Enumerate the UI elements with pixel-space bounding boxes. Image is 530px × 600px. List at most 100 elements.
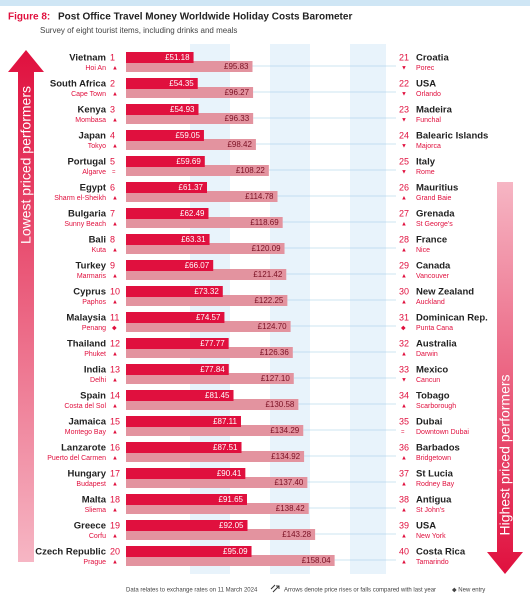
country: Dominican Rep. (416, 313, 488, 324)
country: France (416, 235, 447, 246)
bar (126, 529, 316, 540)
city: Penang (82, 325, 106, 332)
trend: ▲ (401, 196, 407, 202)
rank: 33 (399, 364, 409, 374)
country: Grenada (416, 209, 455, 220)
left-arrow (8, 50, 44, 562)
rank: 22 (399, 78, 409, 88)
value-label: £95.83 (224, 62, 249, 71)
country: South Africa (50, 79, 107, 90)
value-label: £96.27 (225, 88, 250, 97)
value-label: £127.10 (261, 374, 290, 383)
country: Vietnam (69, 53, 106, 64)
city: Montego Bay (65, 429, 107, 436)
country: Australia (416, 339, 457, 350)
city: Paphos (82, 299, 106, 306)
arrow-icon (270, 584, 280, 593)
value-label: £61.37 (179, 183, 204, 192)
trend: ▲ (112, 118, 118, 124)
footnote: Data relates to exchange rates on 11 Mar… (126, 588, 258, 594)
value-label: £62.49 (180, 209, 205, 218)
rank: 36 (399, 442, 409, 452)
rank: 29 (399, 260, 409, 270)
rank: 12 (110, 338, 120, 348)
trend: ▲ (401, 534, 407, 540)
stripes (190, 44, 386, 574)
bar (126, 494, 247, 505)
bar (126, 312, 225, 323)
city: Darwin (416, 351, 438, 358)
value-label: £130.58 (265, 400, 294, 409)
value-label: £124.70 (258, 322, 287, 331)
rank: 3 (110, 104, 115, 114)
bar (126, 208, 209, 219)
rank: 9 (110, 260, 115, 270)
country: Bali (89, 235, 106, 246)
country: Malaysia (66, 313, 106, 324)
value-label: £54.93 (170, 105, 195, 114)
city: Tamarindo (416, 559, 449, 566)
rank: 19 (110, 520, 120, 530)
trend: ▲ (401, 222, 407, 228)
city: Budapest (76, 481, 106, 488)
trend: ▼ (401, 378, 407, 384)
rank: 24 (399, 130, 409, 140)
rank: 13 (110, 364, 120, 374)
trend: ▲ (112, 352, 118, 358)
rank: 31 (399, 312, 409, 322)
value-label: £51.18 (165, 53, 190, 62)
country: New Zealand (416, 287, 474, 298)
rank: 23 (399, 104, 409, 114)
rank: 11 (110, 312, 119, 322)
bar (126, 234, 210, 245)
value-label: £73.32 (194, 287, 219, 296)
rank: 35 (399, 416, 409, 426)
bar (126, 546, 252, 557)
bar (126, 451, 305, 462)
trend: ▼ (401, 118, 407, 124)
city: Punta Cana (416, 325, 453, 332)
city: Orlando (416, 91, 441, 98)
city: Corfu (89, 533, 106, 540)
trend: ▼ (401, 92, 407, 98)
city: St John's (416, 507, 445, 514)
trend: ▲ (112, 144, 118, 150)
chart-subtitle: Survey of eight tourist items, including… (40, 26, 237, 35)
rank: 27 (399, 208, 409, 218)
chart-title: Post Office Travel Money Worldwide Holid… (58, 12, 352, 23)
city: Phuket (84, 351, 106, 358)
rank: 14 (110, 390, 120, 400)
bar (126, 52, 194, 63)
city: Cancun (416, 377, 440, 384)
value-label: £114.78 (245, 192, 274, 201)
value-label: £126.36 (260, 348, 289, 357)
trend: ▲ (112, 196, 118, 202)
country: Barbados (416, 443, 460, 454)
country: Antigua (416, 495, 452, 506)
rank: 28 (399, 234, 409, 244)
city: Funchal (416, 117, 441, 124)
country: Lanzarote (61, 443, 106, 454)
bar (126, 191, 278, 202)
value-label: £118.69 (250, 218, 279, 227)
city: Scarborough (416, 403, 456, 410)
country: Egypt (80, 183, 107, 194)
city: Downtown Dubai (416, 429, 469, 436)
city: Kuta (92, 247, 107, 254)
trend: ▲ (112, 222, 118, 228)
city: Cape Town (71, 91, 106, 98)
country: Portugal (67, 157, 106, 168)
city: Delhi (90, 377, 106, 384)
bar (126, 442, 242, 453)
country: Italy (416, 157, 436, 168)
left-label: Lowest priced performers (18, 86, 34, 244)
value-label: £91.65 (219, 495, 244, 504)
city: Sunny Beach (64, 221, 106, 228)
value-label: £134.92 (271, 452, 300, 461)
city: Rodney Bay (416, 481, 455, 488)
bar (126, 104, 199, 115)
bar (126, 130, 204, 141)
city: Mombasa (75, 117, 106, 124)
bar (126, 156, 205, 167)
